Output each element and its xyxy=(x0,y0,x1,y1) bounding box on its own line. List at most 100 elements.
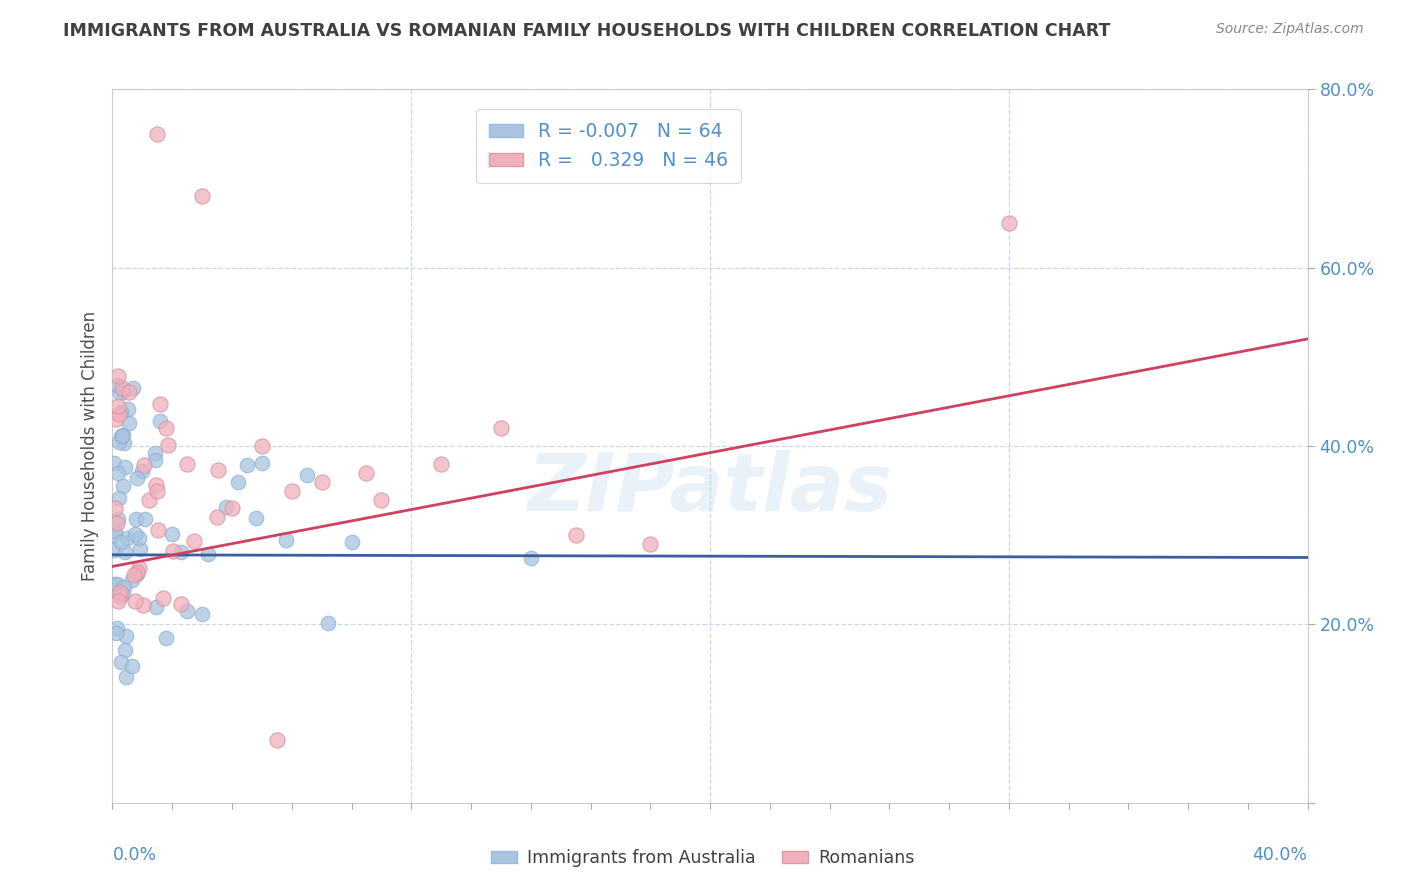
Point xyxy=(105,378,128,392)
Point xyxy=(103,527,125,541)
Point xyxy=(111,381,134,395)
Point xyxy=(110,405,132,419)
Point xyxy=(124,526,146,541)
Point xyxy=(121,658,143,673)
Point xyxy=(176,457,198,471)
Point xyxy=(207,463,229,477)
Point xyxy=(138,493,160,508)
Point xyxy=(114,545,136,559)
Point xyxy=(520,550,543,565)
Point xyxy=(311,475,333,489)
Point xyxy=(155,420,177,434)
Point xyxy=(103,456,125,470)
Point xyxy=(176,604,198,618)
Point xyxy=(149,414,172,428)
Point xyxy=(295,468,318,483)
Point xyxy=(115,531,138,545)
Point xyxy=(107,512,129,526)
Point xyxy=(157,438,180,452)
Point xyxy=(105,626,128,640)
Point xyxy=(143,453,166,467)
Point xyxy=(112,428,135,442)
Point xyxy=(114,459,136,474)
Point xyxy=(111,478,134,492)
Point xyxy=(998,216,1021,230)
Point xyxy=(112,384,135,399)
Point xyxy=(564,528,586,542)
Point xyxy=(148,523,170,537)
Point xyxy=(281,483,304,498)
Point xyxy=(316,615,339,630)
Point xyxy=(104,524,127,538)
Point xyxy=(145,446,167,460)
Text: IMMIGRANTS FROM AUSTRALIA VS ROMANIAN FAMILY HOUSEHOLDS WITH CHILDREN CORRELATIO: IMMIGRANTS FROM AUSTRALIA VS ROMANIAN FA… xyxy=(63,22,1111,40)
Point xyxy=(107,407,129,421)
Point xyxy=(152,591,174,606)
Point xyxy=(145,478,167,492)
Point xyxy=(274,533,297,548)
Y-axis label: Family Households with Children: Family Households with Children xyxy=(80,311,98,581)
Point xyxy=(112,587,135,601)
Point xyxy=(162,526,183,541)
Point xyxy=(245,511,267,525)
Point xyxy=(110,386,132,401)
Point xyxy=(107,491,129,506)
Point xyxy=(250,456,273,470)
Point xyxy=(236,458,259,472)
Point xyxy=(128,541,150,556)
Point xyxy=(191,189,214,203)
Point xyxy=(215,500,238,514)
Point xyxy=(132,458,155,473)
Point xyxy=(107,369,129,384)
Point xyxy=(340,535,363,549)
Point xyxy=(125,471,148,485)
Text: 40.0%: 40.0% xyxy=(1253,846,1308,863)
Point xyxy=(114,629,136,643)
Legend: Immigrants from Australia, Romanians: Immigrants from Australia, Romanians xyxy=(484,843,922,874)
Point xyxy=(112,436,135,450)
Text: Source: ZipAtlas.com: Source: ZipAtlas.com xyxy=(1216,22,1364,37)
Point xyxy=(114,643,136,657)
Point xyxy=(205,510,228,524)
Point xyxy=(124,512,146,526)
Point xyxy=(121,381,143,395)
Point xyxy=(103,542,125,557)
Point xyxy=(125,565,148,579)
Point xyxy=(132,598,155,612)
Point xyxy=(149,397,172,411)
Point xyxy=(489,421,512,435)
Point xyxy=(170,545,193,559)
Point xyxy=(128,531,150,545)
Point xyxy=(131,464,153,478)
Point xyxy=(108,434,131,449)
Point xyxy=(226,475,249,489)
Point xyxy=(108,584,131,599)
Point xyxy=(115,671,138,685)
Point xyxy=(105,577,128,591)
Point xyxy=(110,535,132,549)
Point xyxy=(128,561,150,575)
Point xyxy=(250,439,273,453)
Point xyxy=(197,547,219,561)
Point xyxy=(155,631,177,645)
Point xyxy=(108,589,131,603)
Point xyxy=(162,543,184,558)
Point xyxy=(191,607,214,621)
Point xyxy=(112,580,135,594)
Point xyxy=(370,492,392,507)
Point xyxy=(107,594,129,608)
Point xyxy=(103,577,125,591)
Text: 0.0%: 0.0% xyxy=(112,846,156,863)
Point xyxy=(146,127,169,141)
Point xyxy=(105,516,128,530)
Point xyxy=(121,573,143,587)
Point xyxy=(104,500,127,515)
Legend: R = -0.007   N = 64, R =   0.329   N = 46: R = -0.007 N = 64, R = 0.329 N = 46 xyxy=(477,110,741,183)
Point xyxy=(146,483,169,498)
Point xyxy=(111,429,134,443)
Point xyxy=(118,416,141,430)
Point xyxy=(266,733,288,747)
Point xyxy=(107,399,129,413)
Point xyxy=(356,466,378,480)
Point xyxy=(183,534,205,549)
